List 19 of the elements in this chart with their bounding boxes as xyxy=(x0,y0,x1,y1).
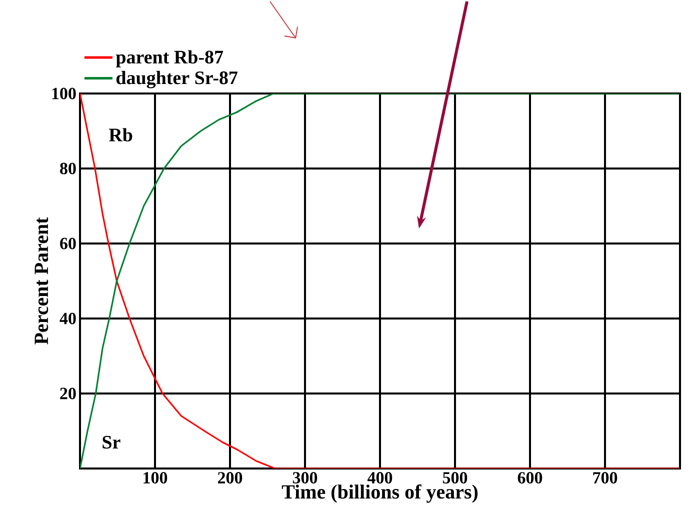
x-tick-label: 500 xyxy=(442,472,468,484)
x-tick-label: 200 xyxy=(218,472,242,484)
x-tick-label: 100 xyxy=(144,472,168,484)
annotation: Sr xyxy=(102,436,120,449)
y-axis-title: Percent Parent xyxy=(34,218,48,345)
y-tick-label: 80 xyxy=(60,163,76,174)
legend-label: daughter Sr-87 xyxy=(116,71,238,88)
x-tick-label: 700 xyxy=(593,472,618,484)
x-axis-title: Time (billions of years) xyxy=(282,484,478,504)
y-tick-label: 40 xyxy=(60,313,76,324)
legend-label: parent Rb-87 xyxy=(116,50,224,68)
y-tick-label: 20 xyxy=(60,388,76,400)
x-tick-label: 400 xyxy=(367,472,392,484)
line-series xyxy=(80,94,680,469)
annotation: Rb xyxy=(108,128,132,142)
y-tick-label: 100 xyxy=(52,88,76,100)
y-tick-label: 60 xyxy=(60,238,76,250)
x-tick-label: 600 xyxy=(518,472,542,484)
x-tick-label: 300 xyxy=(292,472,318,484)
